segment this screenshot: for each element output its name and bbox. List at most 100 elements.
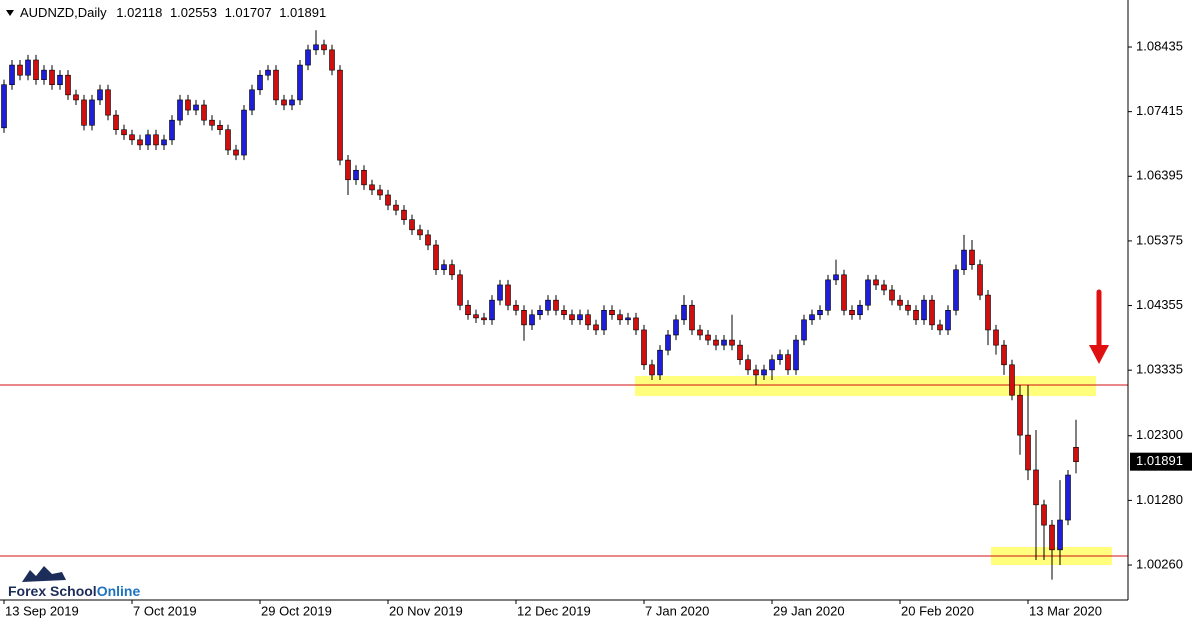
candle-body: [945, 309, 951, 331]
candle-body: [217, 124, 223, 131]
candle-body: [625, 317, 631, 321]
candle-body: [209, 119, 215, 126]
y-tick-label: 1.08435: [1136, 38, 1183, 53]
candle-body: [809, 314, 815, 321]
candle-body: [1025, 434, 1031, 471]
x-tick-label: 7 Oct 2019: [133, 603, 197, 618]
candle-body: [329, 49, 335, 71]
y-tick-label: 1.05375: [1136, 232, 1183, 247]
symbol: AUDNZD,Daily: [20, 5, 107, 20]
candle-body: [865, 279, 871, 306]
candle-body: [881, 284, 887, 291]
candle-body: [17, 64, 23, 76]
candle-body: [577, 314, 583, 321]
candle-body: [737, 344, 743, 361]
candle-body: [105, 89, 111, 116]
candle-body: [793, 339, 799, 371]
candle-body: [169, 119, 175, 141]
candle-body: [705, 334, 711, 341]
candle-body: [289, 99, 295, 106]
candle-body: [1033, 469, 1039, 506]
candle-body: [841, 274, 847, 311]
candle-body: [137, 139, 143, 146]
candle-body: [25, 59, 31, 76]
candle-body: [1009, 364, 1015, 396]
candle-body: [761, 369, 767, 376]
price-tag-box: [1130, 452, 1192, 471]
candle-body: [97, 89, 103, 101]
candle-body: [225, 129, 231, 151]
menu-triangle: [6, 10, 14, 16]
candle-body: [241, 109, 247, 156]
candle-body: [929, 299, 935, 326]
close-value: 1.01891: [279, 5, 326, 20]
candle-body: [817, 309, 823, 316]
candles: [1, 30, 1079, 580]
candle-body: [849, 309, 855, 316]
logo-part: Forex School: [8, 583, 97, 599]
candle-body: [961, 249, 967, 271]
open-value: 1.02118: [116, 5, 162, 20]
high-value: 1.02553: [170, 5, 217, 20]
candle-body: [1, 84, 7, 129]
candle-body: [9, 64, 15, 86]
candle-body: [337, 69, 343, 161]
candle-body: [553, 299, 559, 311]
zone: [635, 376, 1096, 397]
candle-body: [233, 149, 239, 156]
candle-body: [249, 89, 255, 111]
candle-body: [153, 134, 159, 146]
candle-body: [273, 69, 279, 101]
levels: [0, 384, 1128, 557]
candle-body: [985, 294, 991, 331]
candle-body: [281, 99, 287, 106]
candle-body: [521, 309, 527, 326]
candle-body: [857, 304, 863, 316]
candle-body: [529, 314, 535, 326]
candle-body: [161, 139, 167, 146]
candle-body: [81, 99, 87, 126]
candle-body: [73, 94, 79, 101]
candle-body: [689, 304, 695, 331]
candle-body: [993, 329, 999, 346]
y-tick-label: 1.02300: [1136, 427, 1183, 442]
candle-body: [601, 309, 607, 331]
candle-body: [425, 234, 431, 246]
candle-body: [65, 74, 71, 96]
candle-body: [297, 64, 303, 101]
candle-body: [729, 339, 735, 346]
candle-body: [609, 309, 615, 316]
candle-body: [913, 309, 919, 321]
candle-body: [497, 284, 503, 301]
candle-body: [633, 317, 639, 331]
candle-body: [145, 134, 151, 146]
candle-body: [489, 299, 495, 321]
candle-body: [393, 204, 399, 211]
candle-body: [257, 74, 263, 91]
candle-body: [457, 274, 463, 306]
candle-body: [537, 309, 543, 316]
candle-body: [57, 74, 63, 86]
candle-body: [889, 289, 895, 301]
candle-body: [649, 364, 655, 376]
candle-body: [657, 349, 663, 376]
candle-body: [361, 169, 367, 186]
candle-body: [449, 264, 455, 276]
y-tick-label: 1.03335: [1136, 362, 1183, 377]
candle-body: [953, 269, 959, 311]
candle-body: [873, 279, 879, 286]
candle-body: [121, 129, 127, 136]
candle-body: [665, 334, 671, 351]
y-tick-label: 1.06395: [1136, 168, 1183, 183]
candle-body: [193, 104, 199, 111]
candle-body: [409, 219, 415, 231]
x-tick-label: 7 Jan 2020: [645, 603, 709, 618]
chart-title: AUDNZD,Daily 1.02118 1.02553 1.01707 1.0…: [20, 5, 326, 20]
candle-body: [1049, 524, 1055, 551]
arrow-head: [1089, 345, 1109, 364]
x-tick-label: 29 Jan 2020: [773, 603, 845, 618]
candle-body: [545, 299, 551, 311]
price-tag-label: 1.01891: [1136, 453, 1183, 468]
